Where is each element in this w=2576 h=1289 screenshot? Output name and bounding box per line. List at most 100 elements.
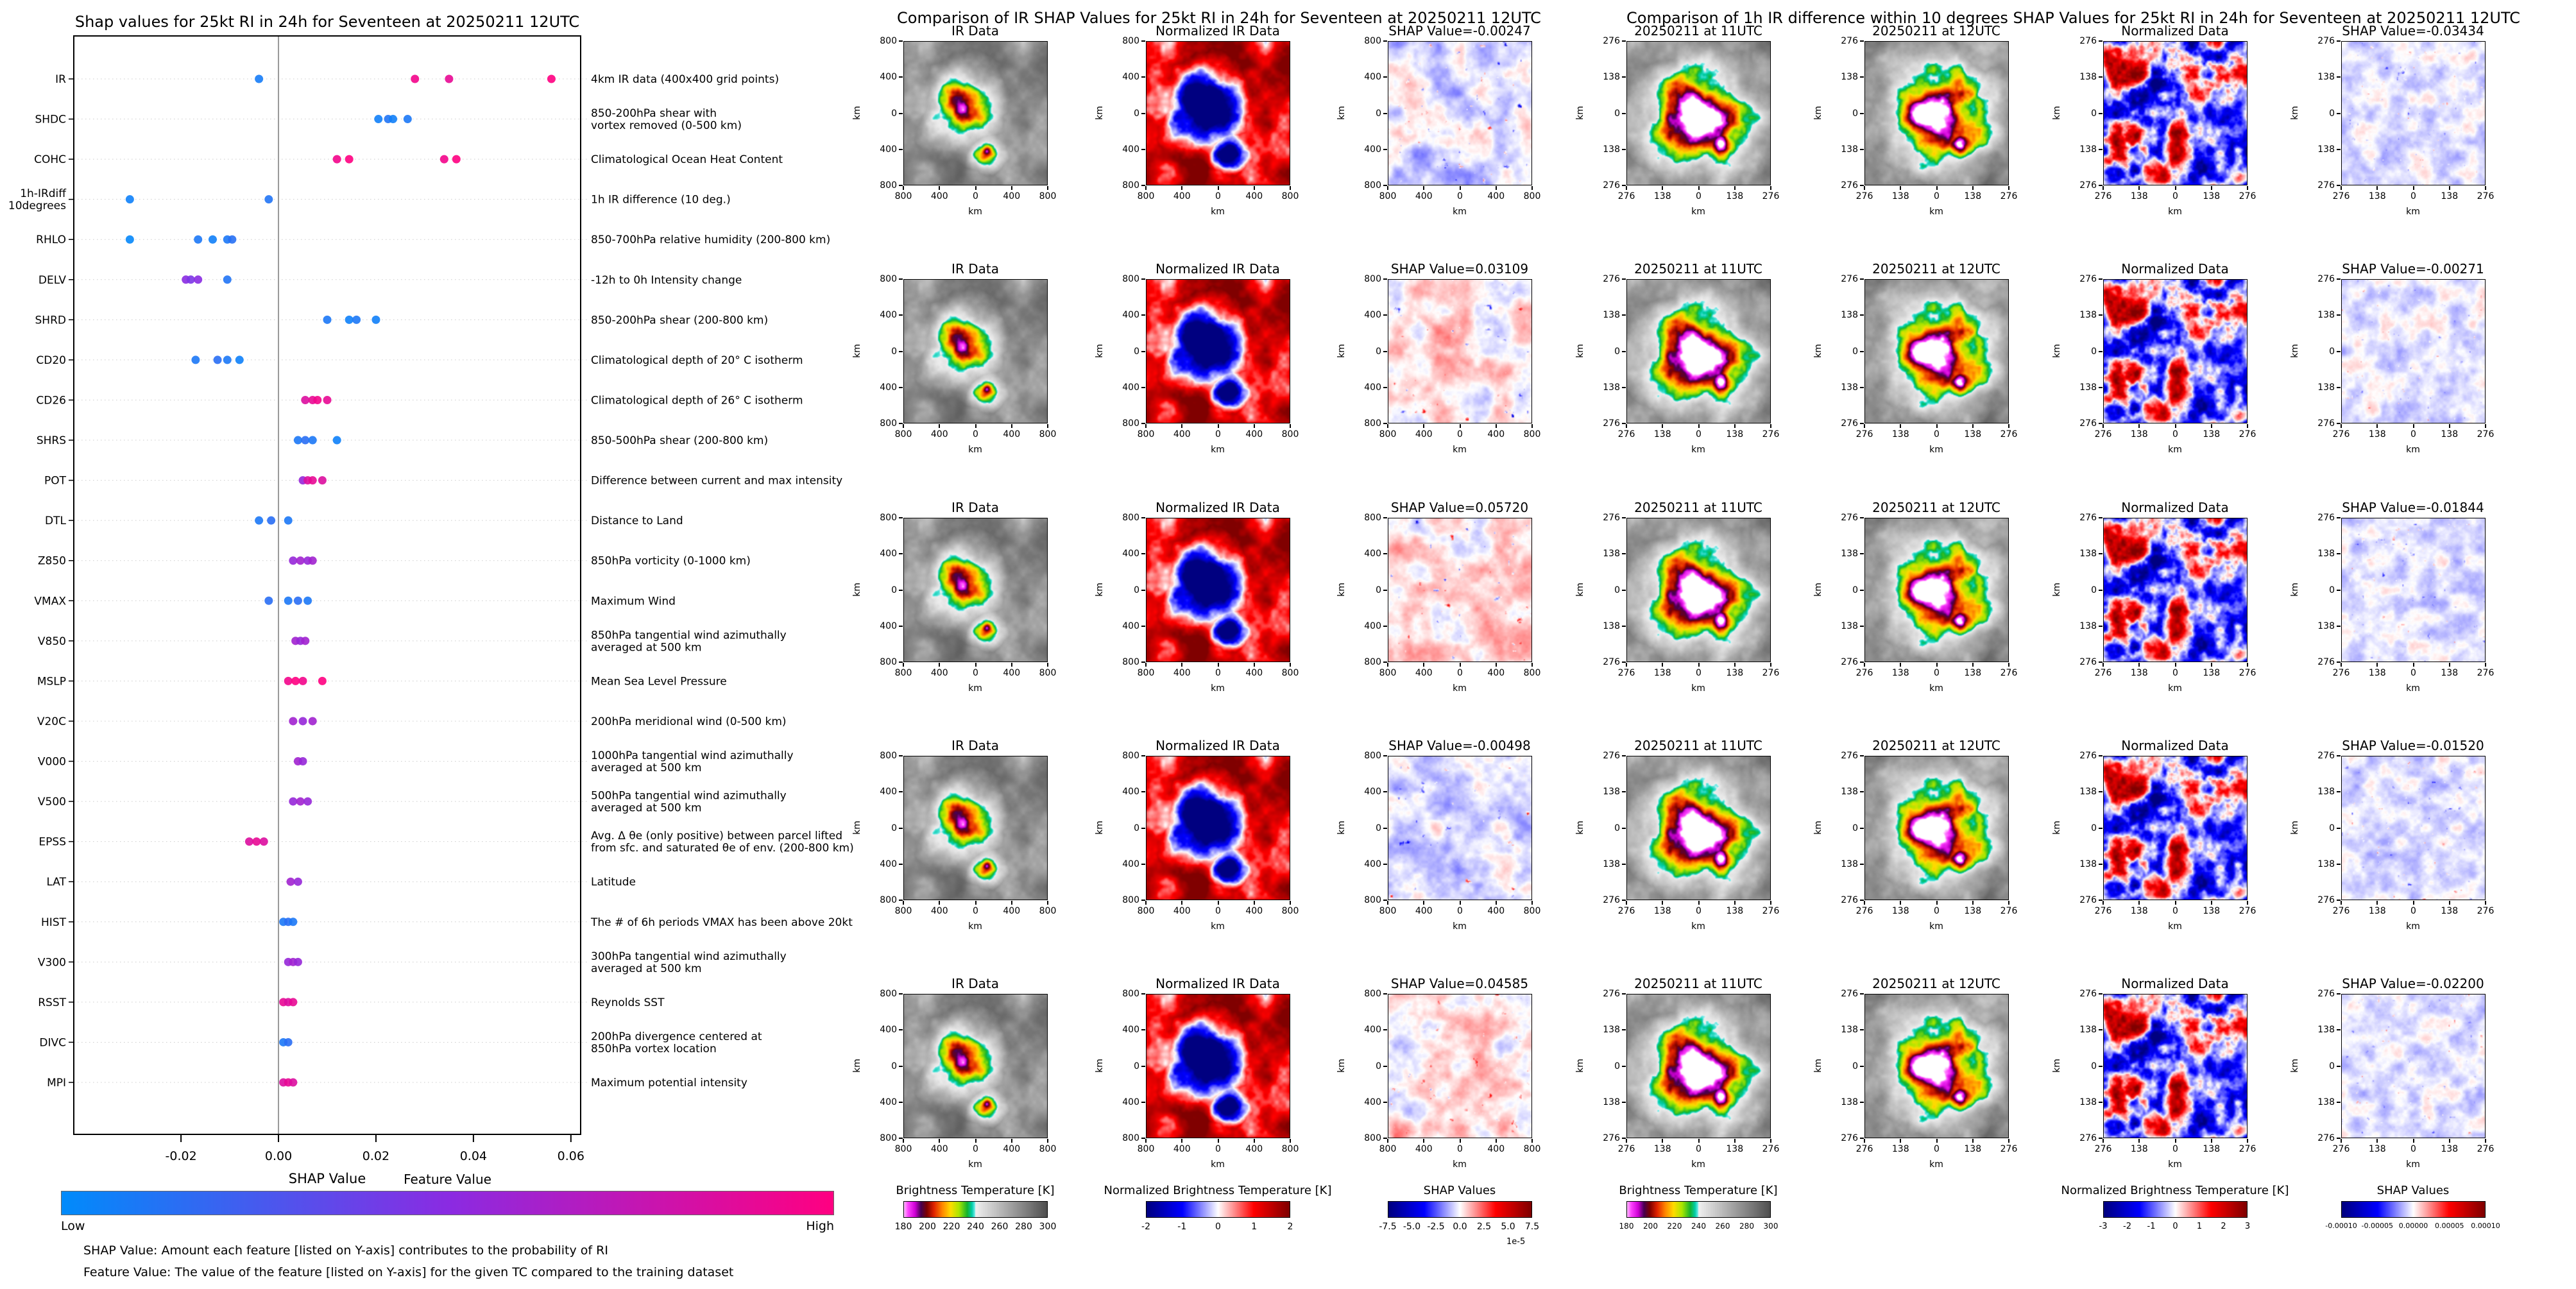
shap-point: [284, 1037, 293, 1046]
normalized-ir-row5-y-tick: [1141, 993, 1145, 994]
shap-value-note: SHAP Value: Amount each feature [listed …: [83, 1243, 608, 1258]
irdiff-12utc-row3-y-tick-label: 138: [1841, 620, 1858, 631]
irdiff-shap-map-row1-title: SHAP Value=-0.03434: [2342, 23, 2484, 38]
irdiff-12utc-row4-x-tick: [1936, 901, 1938, 905]
irdiff-normalized-row2-y-tick: [2099, 314, 2103, 316]
irdiff-12utc-row2-y-axis-label: km: [1813, 344, 1823, 358]
ir-shap-map-row1-x-tick-label: 0: [1457, 191, 1463, 201]
irdiff-shap-map-row2-x-tick: [2485, 424, 2486, 428]
shap-point: [125, 195, 134, 204]
normalized-ir-row1-y-tick-label: 400: [1122, 72, 1139, 83]
normalized-ir-row2-y-tick-label: 400: [1122, 382, 1139, 393]
normalized-ir-row5-y-tick: [1141, 1138, 1145, 1139]
irdiff-11utc-row4-y-tick: [1622, 863, 1626, 865]
irdiff-12utc-row2-y-tick: [1860, 278, 1864, 280]
ir-shap-map-row3-x-tick: [1495, 663, 1497, 667]
irdiff-normalized-row3-x-tick-label: 276: [2094, 668, 2112, 678]
irdiff-12utc-row4-y-tick-label: 138: [1841, 858, 1858, 869]
ir-shap-map-row4-x-tick: [1495, 901, 1497, 905]
shap-point: [228, 235, 237, 244]
irdiff-12utc-row3-y-tick-label: 0: [1852, 585, 1858, 595]
irdiff-shap-map-row1-x-axis-label: km: [2406, 207, 2420, 217]
irdiff-shap-map-row4-y-tick-label: 276: [2317, 751, 2335, 761]
feature-name: LAT: [46, 876, 66, 889]
irdiff-normalized-row3-x-tick: [2210, 663, 2212, 667]
ir-shap-map-row1-y-tick: [1383, 76, 1387, 78]
ir-shap-map-row3-y-tick: [1383, 625, 1387, 627]
irdiff-12utc-row4-x-tick: [1864, 901, 1865, 905]
normalized-ir-row1-x-tick-label: 0: [1215, 191, 1221, 201]
ir-data-row5-x-tick: [975, 1139, 977, 1143]
ir-shap-map-row5-y-tick-label: 0: [1376, 1061, 1381, 1071]
ir-data-row1-x-tick-label: 400: [930, 191, 948, 201]
irdiff-12utc-row4-y-tick: [1860, 827, 1864, 829]
shap-point: [301, 636, 310, 645]
irdiff-shap-map-row4-x-tick-label: 276: [2477, 906, 2495, 916]
ir-shap-map-row2-y-tick: [1383, 350, 1387, 352]
irdiff-11utc-row1-x-axis-label: km: [1691, 207, 1705, 217]
ir-shap-map-row1-x-tick-label: 400: [1487, 191, 1505, 201]
irdiff-12utc-row5-x-tick-label: 138: [1964, 1144, 1982, 1154]
irdiff-shap-map-row2-y-tick: [2337, 314, 2341, 316]
feature-name: CD20: [36, 354, 66, 367]
irdiff-normalized-row3-y-axis-label: km: [2052, 583, 2062, 597]
irdiff-shap-map-row1-y-tick: [2337, 40, 2341, 42]
feature-name: 1h-IRdiff 10degrees: [8, 187, 67, 212]
feature-desc: Climatological depth of 20° C isotherm: [591, 354, 803, 367]
irdiff-12utc-row2-y-tick-label: 138: [1841, 382, 1858, 393]
ir-shap-map-row5-x-tick: [1531, 1139, 1533, 1143]
normalized-ir-row5-y-tick: [1141, 1065, 1145, 1067]
irdiff-12utc-row2-x-tick-label: 276: [1855, 429, 1873, 440]
ir-data-row4-y-tick-label: 400: [880, 858, 897, 869]
normalized-ir-row4-x-tick: [1145, 901, 1147, 905]
irdiff-normalized-row1-y-tick: [2099, 40, 2103, 42]
shap-colorbar-right-label: SHAP Values: [2376, 1184, 2450, 1197]
irdiff-11utc-row3-title: 20250211 at 11UTC: [1634, 500, 1762, 515]
irdiff-shap-map-row5-image: [2341, 994, 2486, 1138]
irdiff-12utc-row5-x-tick: [1972, 1139, 1974, 1143]
irdiff-11utc-row5-x-tick: [1770, 1139, 1771, 1143]
irdiff-11utc-row5-x-tick: [1734, 1139, 1736, 1143]
irdiff-12utc-row5-y-tick-label: 138: [1841, 1097, 1858, 1107]
ir-data-row2-y-tick: [899, 423, 903, 424]
irdiff-normalized-row5-y-tick-label: 138: [2079, 1097, 2097, 1107]
normalized-ir-row4-title: Normalized IR Data: [1156, 738, 1280, 753]
irdiff-12utc-row5-y-tick: [1860, 1065, 1864, 1067]
irdiff-12utc-row5-y-tick: [1860, 1138, 1864, 1139]
irdiff-normalized-row2-x-tick: [2210, 424, 2212, 428]
ir-data-row5-x-tick-label: 800: [894, 1144, 912, 1154]
irdiff-shap-map-row3-y-tick: [2337, 517, 2341, 518]
feature-desc: -12h to 0h Intensity change: [591, 274, 742, 287]
irdiff-shap-map-row5-x-tick: [2412, 1139, 2414, 1143]
irdiff-normalized-row1-x-tick-label: 138: [2130, 191, 2148, 201]
irdiff-shap-map-row3-y-tick-label: 276: [2317, 513, 2335, 523]
irdiff-12utc-row3-y-tick: [1860, 625, 1864, 627]
irdiff-12utc-row5-y-tick-label: 276: [1841, 1133, 1858, 1143]
irdiff-11utc-row5-title: 20250211 at 11UTC: [1634, 976, 1762, 991]
irdiff-11utc-row1-x-tick-label: 0: [1696, 191, 1702, 201]
irdiff-shap-map-row1-x-tick: [2341, 186, 2342, 190]
ir-data-row4-y-tick: [899, 791, 903, 793]
irdiff-12utc-row2-y-tick-label: 276: [1841, 418, 1858, 429]
x-tick-label: 0.00: [265, 1149, 292, 1163]
ir-shap-map-row5-y-tick: [1383, 1029, 1387, 1031]
ir-data-row1-y-tick-label: 400: [880, 144, 897, 155]
irdiff-normalized-row5-x-tick-label: 138: [2130, 1144, 2148, 1154]
x-tick-label: 0.04: [460, 1149, 487, 1163]
irdiff-shap-map-row4-y-tick-label: 0: [2329, 823, 2335, 833]
irdiff-normalized-row4-y-tick-label: 0: [2091, 823, 2097, 833]
ir-data-row1-x-tick: [975, 186, 977, 190]
irdiff-12utc-row2-x-tick: [1900, 424, 1902, 428]
irdiff-11utc-row4-y-tick: [1622, 791, 1626, 793]
irdiff-shap-map-row1-y-tick-label: 0: [2329, 108, 2335, 119]
feature-desc: 850hPa vorticity (0-1000 km): [591, 555, 751, 568]
irdiff-11utc-row2-x-axis-label: km: [1691, 445, 1705, 455]
ir-shap-map-row5-x-tick-label: 400: [1487, 1144, 1505, 1154]
ir-shap-map-row2-x-tick-label: 400: [1487, 429, 1505, 440]
normalized-ir-row2-title: Normalized IR Data: [1156, 261, 1280, 277]
ir-data-row3-x-tick-label: 800: [894, 668, 912, 678]
ir-shap-map-row5-y-tick: [1383, 993, 1387, 994]
irdiff-12utc-row1-x-axis-label: km: [1929, 207, 1943, 217]
ir-data-row2-y-tick-label: 0: [891, 346, 897, 357]
irdiff-shap-map-row1-x-tick-label: 0: [2410, 191, 2416, 201]
